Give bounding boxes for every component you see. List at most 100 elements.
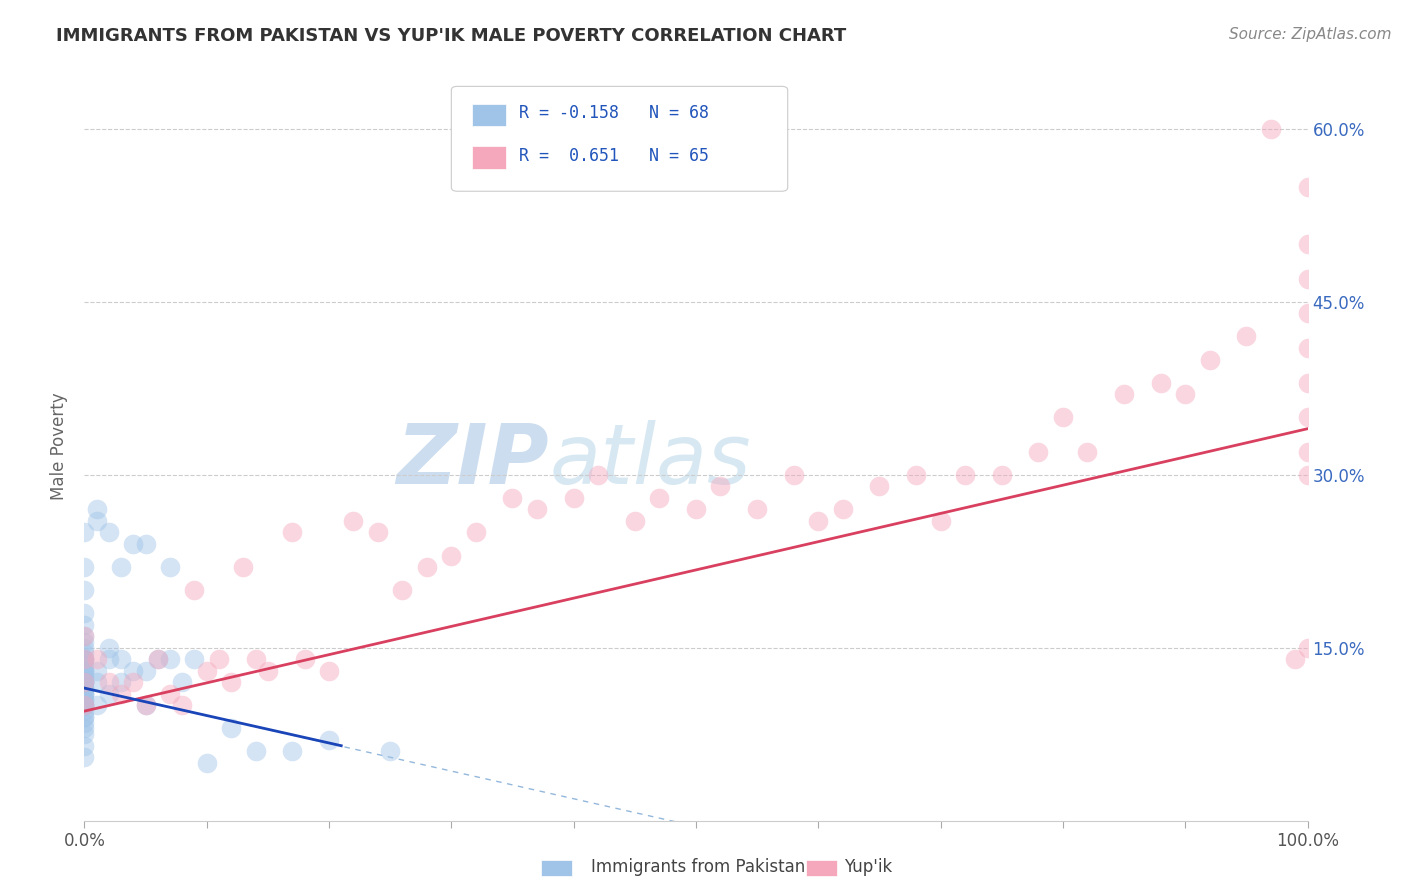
Point — [624, 514, 647, 528]
Point — [1174, 387, 1197, 401]
Point — [73, 583, 96, 598]
Point — [73, 675, 96, 690]
Point — [73, 698, 96, 713]
Point — [110, 675, 132, 690]
Point — [1114, 387, 1136, 401]
Point — [953, 467, 976, 482]
Point — [135, 664, 157, 678]
Point — [73, 727, 96, 741]
Point — [97, 675, 120, 690]
Point — [73, 681, 96, 695]
Text: IMMIGRANTS FROM PAKISTAN VS YUP'IK MALE POVERTY CORRELATION CHART: IMMIGRANTS FROM PAKISTAN VS YUP'IK MALE … — [56, 27, 846, 45]
Point — [183, 583, 205, 598]
Point — [73, 525, 96, 540]
Point — [219, 675, 242, 690]
Point — [245, 744, 267, 758]
Point — [1052, 410, 1074, 425]
Point — [73, 739, 96, 753]
Point — [73, 750, 96, 764]
Point — [73, 664, 96, 678]
Point — [367, 525, 389, 540]
Point — [281, 744, 304, 758]
Point — [86, 502, 108, 516]
Point — [122, 537, 145, 551]
Point — [97, 525, 120, 540]
Point — [257, 664, 280, 678]
Point — [73, 606, 96, 620]
Point — [1296, 179, 1319, 194]
Point — [73, 681, 96, 695]
Point — [146, 652, 169, 666]
FancyBboxPatch shape — [451, 87, 787, 191]
Point — [1296, 640, 1319, 655]
Point — [159, 560, 181, 574]
Point — [183, 652, 205, 666]
Point — [73, 715, 96, 730]
Point — [245, 652, 267, 666]
Point — [86, 652, 108, 666]
Bar — [472, 146, 506, 169]
Point — [1296, 237, 1319, 252]
Point — [318, 733, 340, 747]
Point — [1296, 306, 1319, 320]
Point — [73, 664, 96, 678]
Point — [86, 514, 108, 528]
Point — [73, 687, 96, 701]
Point — [97, 687, 120, 701]
Point — [1296, 410, 1319, 425]
Point — [73, 635, 96, 649]
Point — [1296, 444, 1319, 458]
Point — [110, 652, 132, 666]
Text: ZIP: ZIP — [396, 420, 550, 501]
Point — [110, 560, 132, 574]
Point — [73, 687, 96, 701]
Point — [73, 692, 96, 706]
Point — [747, 502, 769, 516]
Point — [73, 664, 96, 678]
Point — [586, 467, 609, 482]
Point — [146, 652, 169, 666]
Point — [1260, 122, 1282, 136]
Point — [73, 652, 96, 666]
Point — [195, 756, 218, 770]
Point — [869, 479, 891, 493]
Point — [73, 698, 96, 713]
Point — [1296, 341, 1319, 355]
Point — [73, 560, 96, 574]
Point — [73, 710, 96, 724]
Point — [86, 698, 108, 713]
Text: Source: ZipAtlas.com: Source: ZipAtlas.com — [1229, 27, 1392, 42]
Point — [1296, 376, 1319, 390]
Point — [172, 675, 194, 690]
Point — [783, 467, 806, 482]
Point — [416, 560, 439, 574]
Point — [73, 675, 96, 690]
Point — [73, 652, 96, 666]
Point — [73, 629, 96, 643]
Point — [159, 687, 181, 701]
Point — [73, 675, 96, 690]
Point — [73, 629, 96, 643]
Point — [1296, 272, 1319, 286]
Point — [318, 664, 340, 678]
Point — [122, 675, 145, 690]
Point — [73, 675, 96, 690]
Point — [159, 652, 181, 666]
Point — [135, 537, 157, 551]
Point — [73, 652, 96, 666]
Point — [232, 560, 254, 574]
Point — [73, 687, 96, 701]
Point — [73, 669, 96, 683]
Point — [86, 675, 108, 690]
Point — [97, 652, 120, 666]
Point — [97, 640, 120, 655]
Point — [73, 710, 96, 724]
Point — [73, 617, 96, 632]
Point — [135, 698, 157, 713]
Point — [380, 744, 402, 758]
Point — [440, 549, 463, 563]
Point — [73, 675, 96, 690]
Text: R =  0.651   N = 65: R = 0.651 N = 65 — [519, 147, 709, 165]
Point — [709, 479, 731, 493]
Text: atlas: atlas — [550, 420, 751, 501]
